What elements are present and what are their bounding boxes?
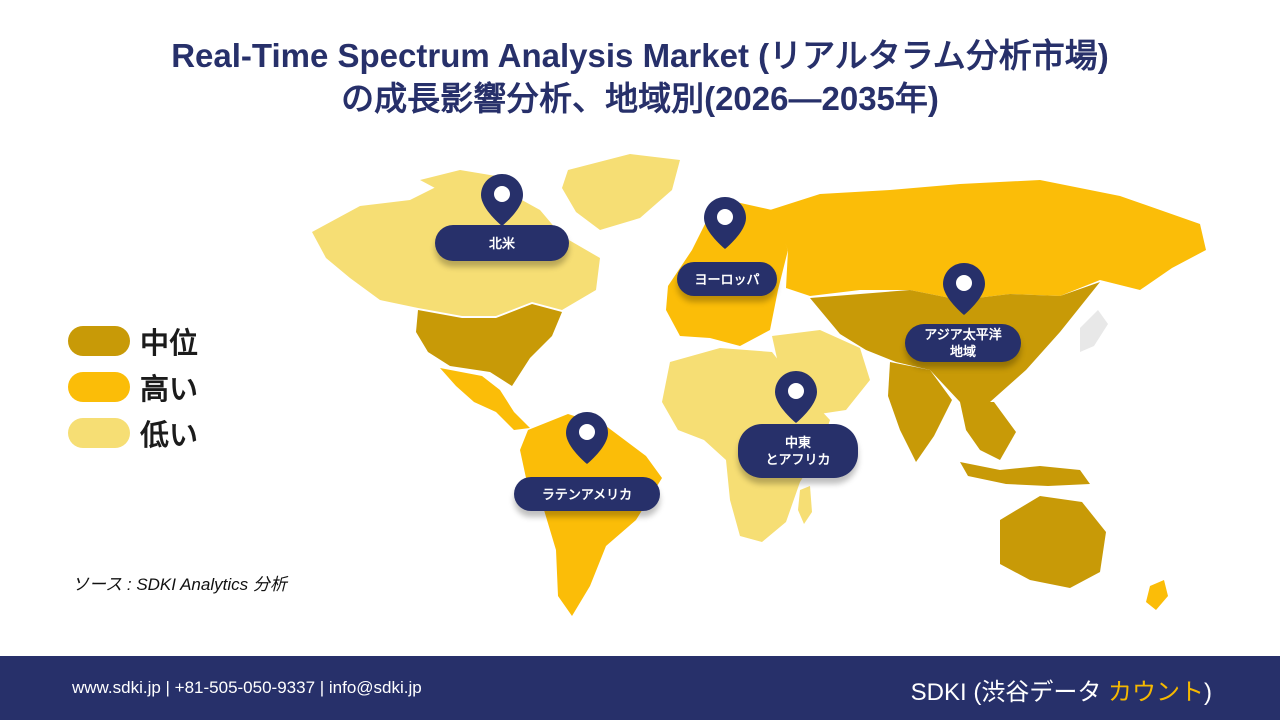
brand-accent: カウント [1108,679,1204,706]
map-russia [770,180,1206,300]
map-mexico [440,368,530,430]
region-label-latin-america: ラテンアメリカ [514,477,660,511]
map-japan [1080,310,1108,352]
map-india [888,362,952,462]
footer-contact: www.sdki.jp | +81-505-050-9337 | info@sd… [72,678,422,697]
map-indonesia [960,462,1090,486]
title-line-1: Real-Time Spectrum Analysis Market (リアルタ… [171,37,1109,74]
page-title: Real-Time Spectrum Analysis Market (リアルタ… [0,34,1280,120]
region-label-asia-pacific: アジア太平洋 地域 [905,324,1021,362]
world-map [312,154,1206,616]
map-se-asia [960,402,1016,460]
map-australia [1000,496,1106,588]
legend-label: 低い [140,420,199,452]
region-label-europe: ヨーロッパ [677,262,777,296]
map-madagascar [798,486,812,524]
legend-swatch [68,326,130,356]
legend-label: 中位 [140,328,199,360]
footer-brand: SDKI (渋谷データ カウント) [911,672,1212,707]
map-pin-icon [704,197,746,249]
legend-item-medium: 中位 [68,318,198,364]
map-new-zealand [1146,580,1168,610]
title-line-2: の成長影響分析、地域別(2026—2035年) [341,80,939,117]
legend-item-low: 低い [68,410,198,456]
legend-item-high: 高い [68,364,198,410]
map-pin-icon [775,371,817,423]
map-pin-icon [481,174,523,226]
map-greenland [562,154,680,230]
map-arctic-islands [420,170,496,196]
legend-swatch [68,418,130,448]
legend: 中位 高い 低い [68,318,198,456]
region-label-north-america: 北米 [435,225,569,261]
map-pin-icon [943,263,985,315]
map-south-america [520,414,662,616]
legend-label: 高い [140,374,199,406]
map-pin-icon [566,412,608,464]
source-note: ソース : SDKI Analytics 分析 [72,575,287,594]
map-usa [416,304,562,386]
legend-swatch [68,372,130,402]
footer-bar: www.sdki.jp | +81-505-050-9337 | info@sd… [0,656,1280,720]
brand-prefix: SDKI (渋谷データ [910,679,1108,706]
region-label-middle-east-africa: 中東 とアフリカ [738,424,858,478]
brand-suffix: ) [1204,679,1212,706]
